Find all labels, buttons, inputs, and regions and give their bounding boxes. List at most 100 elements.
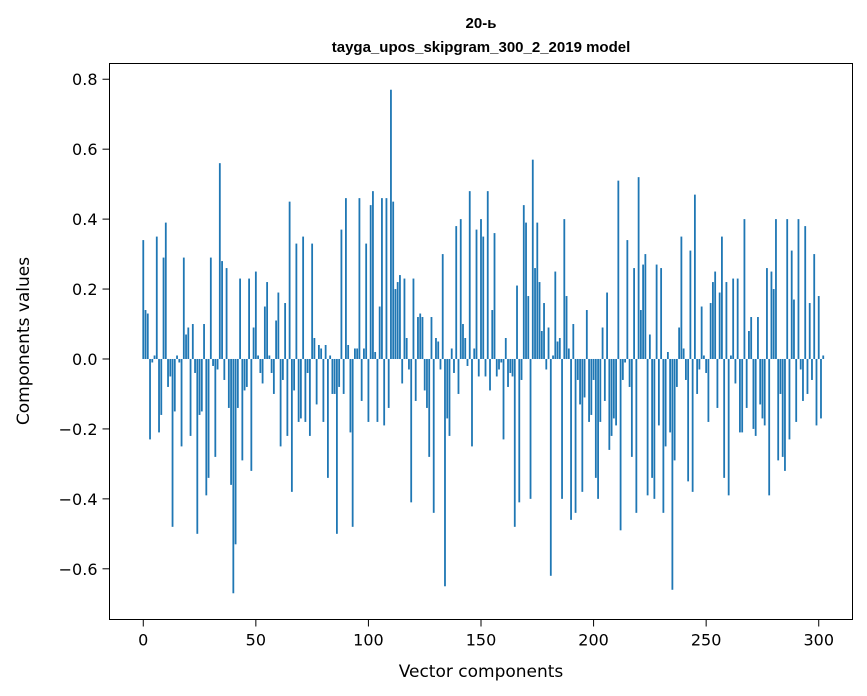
bar-80 — [322, 358, 325, 422]
bar-223 — [644, 254, 647, 359]
bar-142 — [462, 324, 464, 359]
bar-224 — [646, 358, 649, 496]
bar-221 — [639, 310, 642, 359]
bar-97 — [360, 358, 363, 401]
bar-36 — [223, 358, 226, 380]
bar-22 — [191, 324, 194, 359]
y-tick-label-6: 0.6 — [72, 140, 97, 159]
bar-291 — [797, 219, 800, 359]
bar-151 — [482, 236, 485, 359]
bar-167 — [518, 358, 521, 503]
bar-187 — [563, 219, 566, 359]
bar-246 — [696, 358, 699, 394]
bar-256 — [718, 292, 721, 359]
bar-217 — [630, 358, 633, 457]
bar-241 — [684, 358, 687, 380]
bar-277 — [766, 268, 768, 359]
bar-2 — [146, 313, 149, 359]
bar-197 — [585, 310, 588, 359]
bar-219 — [635, 358, 638, 513]
bar-242 — [687, 358, 690, 482]
bar-19 — [185, 334, 187, 359]
bar-195 — [581, 358, 584, 492]
bar-16 — [178, 358, 181, 363]
bar-215 — [626, 240, 629, 359]
bar-113 — [396, 282, 399, 359]
bar-143 — [464, 338, 467, 359]
bar-159 — [500, 358, 503, 363]
bar-206 — [606, 292, 608, 359]
bar-190 — [570, 358, 572, 520]
bar-285 — [784, 358, 786, 471]
bar-208 — [610, 358, 613, 436]
bar-125 — [423, 358, 426, 391]
bar-275 — [761, 358, 764, 419]
bar-272 — [754, 358, 757, 436]
bar-139 — [455, 226, 458, 359]
bar-296 — [808, 303, 811, 359]
bar-98 — [363, 348, 365, 359]
bar-154 — [489, 358, 491, 391]
bar-54 — [263, 306, 266, 359]
bar-218 — [633, 268, 635, 359]
bar-156 — [493, 233, 496, 359]
bar-247 — [698, 358, 701, 370]
bar-161 — [504, 338, 507, 359]
bar-123 — [419, 313, 422, 359]
bar-288 — [790, 250, 793, 359]
bar-175 — [536, 222, 539, 359]
bar-150 — [480, 219, 482, 359]
bar-178 — [543, 303, 545, 359]
bar-71 — [302, 236, 305, 359]
bar-39 — [230, 358, 232, 485]
bar-252 — [709, 303, 712, 359]
bar-222 — [642, 264, 645, 359]
bar-237 — [675, 358, 678, 387]
bar-106 — [381, 198, 383, 359]
bar-152 — [484, 358, 487, 377]
bar-83 — [329, 355, 332, 359]
bar-100 — [367, 358, 370, 422]
bar-254 — [714, 271, 717, 359]
bar-185 — [558, 338, 561, 359]
bar-6 — [155, 236, 158, 359]
bar-55 — [266, 282, 269, 359]
bar-93 — [351, 358, 354, 527]
bar-299 — [815, 358, 818, 426]
bar-225 — [648, 334, 651, 359]
bar-133 — [441, 254, 444, 359]
bar-111 — [392, 201, 395, 359]
bar-82 — [327, 358, 329, 478]
bar-263 — [734, 358, 737, 384]
bar-7 — [158, 358, 160, 433]
bar-3 — [149, 358, 151, 440]
bar-214 — [624, 358, 626, 363]
bar-116 — [403, 278, 406, 359]
bar-232 — [664, 358, 667, 447]
bar-130 — [435, 338, 437, 359]
bar-132 — [439, 358, 442, 370]
bar-196 — [583, 358, 586, 398]
bar-249 — [703, 355, 705, 359]
bar-274 — [759, 358, 762, 405]
bar-264 — [736, 278, 739, 359]
bar-87 — [338, 358, 341, 387]
x-tick-label-4: 200 — [578, 631, 609, 650]
bar-46 — [245, 358, 248, 387]
bar-199 — [590, 358, 593, 415]
x-axis-ticks: 0 50 100 150 200 250 300 — [138, 619, 834, 650]
x-axis-label: Vector components — [399, 662, 564, 682]
bar-253 — [712, 282, 714, 359]
bar-200 — [592, 358, 595, 380]
bar-198 — [588, 358, 590, 422]
y-tick-label-4: 0.2 — [72, 280, 97, 299]
bar-171 — [527, 296, 530, 359]
bar-155 — [491, 310, 494, 359]
bar-165 — [513, 358, 516, 527]
bar-203 — [599, 358, 602, 422]
chart-title-line-1: 20-ь — [466, 15, 497, 32]
bar-26 — [200, 358, 203, 412]
bar-15 — [176, 355, 178, 359]
bar-13 — [171, 358, 174, 527]
bar-43 — [239, 278, 241, 359]
